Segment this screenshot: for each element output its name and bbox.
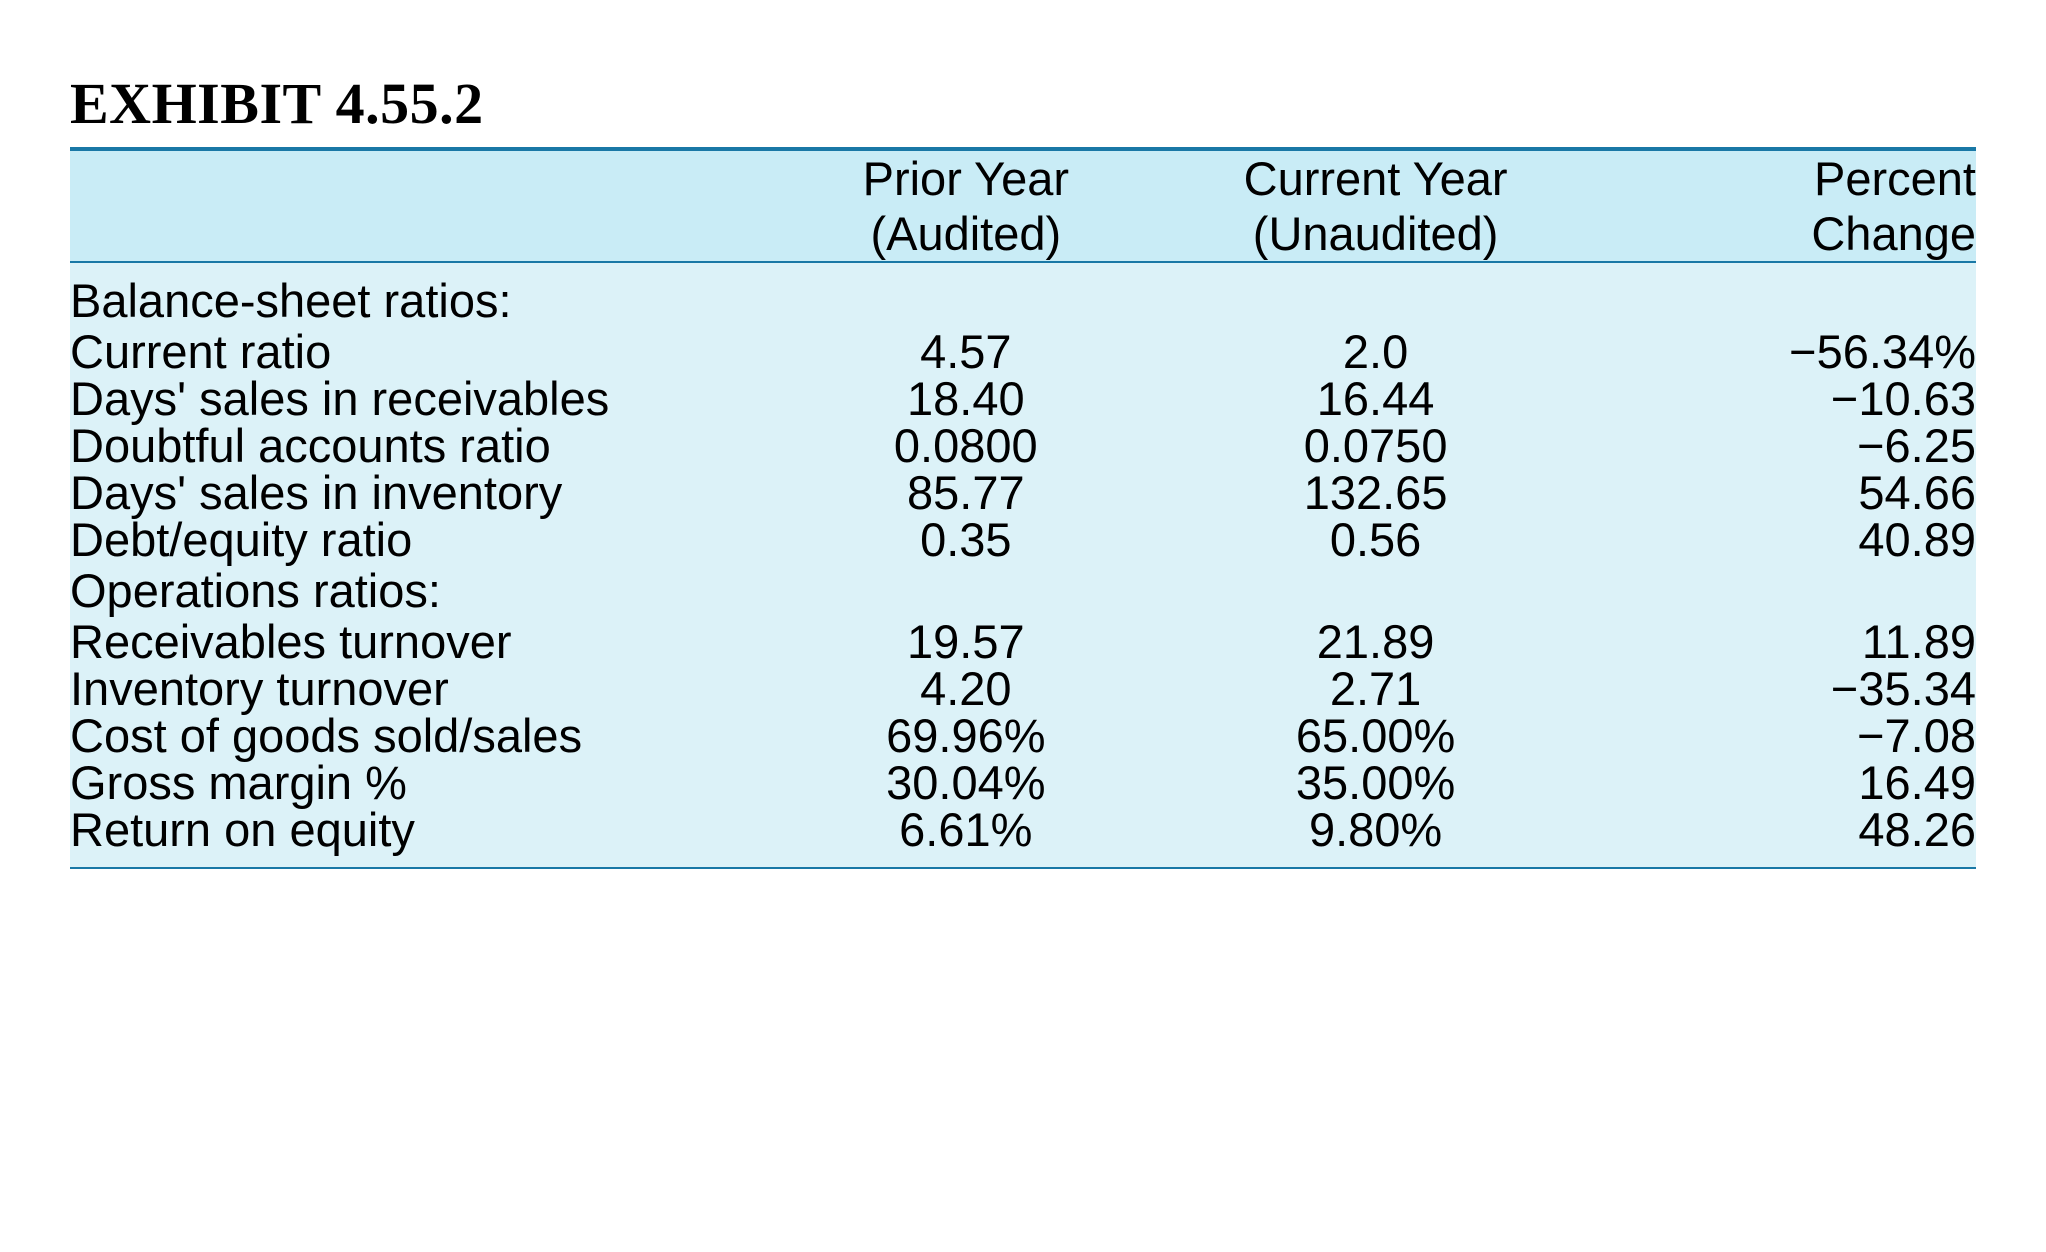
current-year-value: 35.00% xyxy=(1156,759,1594,806)
exhibit-title: EXHIBIT 4.55.2 xyxy=(70,70,1976,137)
header-current-line2: (Unaudited) xyxy=(1156,206,1594,261)
percent-change-value: 54.66 xyxy=(1595,469,1976,516)
current-year-value: 0.0750 xyxy=(1156,422,1594,469)
page: EXHIBIT 4.55.2 Prior Year Current Year P… xyxy=(0,0,2046,869)
table-row: Receivables turnover19.5721.89 11.89 xyxy=(70,618,1976,665)
ratio-label: Current ratio xyxy=(70,328,775,375)
table-row: Inventory turnover4.202.71 35.34 xyxy=(70,665,1976,712)
percent-change-value: 48.26 xyxy=(1595,806,1976,853)
header-change-line2: Change xyxy=(1595,206,1976,261)
ratio-table: Balance-sheet ratios:Current ratio4.572.… xyxy=(70,273,1976,853)
percent-change-text: 11.89 xyxy=(1862,615,1976,668)
prior-year-value: 4.57 xyxy=(775,328,1156,375)
prior-year-value: 85.77 xyxy=(775,469,1156,516)
percent-change-value: 7.08 xyxy=(1595,712,1976,759)
table-row: Cost of goods sold/sales69.96%65.00% 7.08 xyxy=(70,712,1976,759)
percent-change-text: 7.08 xyxy=(1857,709,1976,762)
percent-change-value: 6.25 xyxy=(1595,422,1976,469)
header-prior-line2: (Audited) xyxy=(775,206,1156,261)
header-current-line1: Current Year xyxy=(1156,151,1594,206)
percent-change-value: 16.49 xyxy=(1595,759,1976,806)
table-row: Gross margin %30.04%35.00% 16.49 xyxy=(70,759,1976,806)
ratio-label: Debt/equity ratio xyxy=(70,516,775,563)
prior-year-value: 30.04% xyxy=(775,759,1156,806)
percent-change-text: 48.26 xyxy=(1858,803,1976,856)
prior-year-value: 4.20 xyxy=(775,665,1156,712)
ratio-label: Receivables turnover xyxy=(70,618,775,665)
prior-year-value: 0.35 xyxy=(775,516,1156,563)
current-year-value: 132.65 xyxy=(1156,469,1594,516)
ratio-label: Doubtful accounts ratio xyxy=(70,422,775,469)
prior-year-value: 69.96% xyxy=(775,712,1156,759)
header-table: Prior Year Current Year Percent (Audited… xyxy=(70,151,1976,261)
bottom-rule xyxy=(70,867,1976,869)
current-year-value: 9.80% xyxy=(1156,806,1594,853)
current-year-value: 16.44 xyxy=(1156,375,1594,422)
header-row-1: Prior Year Current Year Percent xyxy=(70,151,1976,206)
ratio-label: Days' sales in inventory xyxy=(70,469,775,516)
prior-year-value: 0.0800 xyxy=(775,422,1156,469)
ratio-label: Cost of goods sold/sales xyxy=(70,712,775,759)
percent-change-text: 54.66 xyxy=(1858,466,1976,519)
prior-year-value: 18.40 xyxy=(775,375,1156,422)
header-blank2 xyxy=(70,206,775,261)
percent-change-text: 35.34 xyxy=(1831,662,1976,715)
header-change-line1: Percent xyxy=(1595,151,1976,206)
percent-change-value: 40.89 xyxy=(1595,516,1976,563)
prior-year-value: 6.61% xyxy=(775,806,1156,853)
section-label: Operations ratios: xyxy=(70,563,1976,618)
current-year-value: 65.00% xyxy=(1156,712,1594,759)
table-row: Current ratio4.572.0 56.34% xyxy=(70,328,1976,375)
table-row: Doubtful accounts ratio0.08000.0750 6.25 xyxy=(70,422,1976,469)
percent-change-value: 35.34 xyxy=(1595,665,1976,712)
section-row: Operations ratios: xyxy=(70,563,1976,618)
table-body-band: Balance-sheet ratios:Current ratio4.572.… xyxy=(70,263,1976,867)
table-row: Days' sales in receivables18.4016.44 10.6… xyxy=(70,375,1976,422)
ratio-label: Days' sales in receivables xyxy=(70,375,775,422)
header-row-2: (Audited) (Unaudited) Change xyxy=(70,206,1976,261)
percent-change-text: 10.63 xyxy=(1831,372,1976,425)
header-prior-line1: Prior Year xyxy=(775,151,1156,206)
ratio-label: Return on equity xyxy=(70,806,775,853)
table-row: Days' sales in inventory85.77132.65 54.66 xyxy=(70,469,1976,516)
current-year-value: 2.71 xyxy=(1156,665,1594,712)
percent-change-text: 6.25 xyxy=(1857,419,1976,472)
section-label: Balance-sheet ratios: xyxy=(70,273,1976,328)
ratio-label: Inventory turnover xyxy=(70,665,775,712)
percent-change-value: 11.89 xyxy=(1595,618,1976,665)
percent-change-text: 56.34% xyxy=(1789,325,1976,378)
header-blank xyxy=(70,151,775,206)
percent-change-value: 56.34% xyxy=(1595,328,1976,375)
section-row: Balance-sheet ratios: xyxy=(70,273,1976,328)
percent-change-text: 40.89 xyxy=(1858,513,1976,566)
percent-change-text: 16.49 xyxy=(1858,756,1976,809)
table-header-band: Prior Year Current Year Percent (Audited… xyxy=(70,151,1976,261)
ratio-label: Gross margin % xyxy=(70,759,775,806)
current-year-value: 2.0 xyxy=(1156,328,1594,375)
table-row: Debt/equity ratio0.350.56 40.89 xyxy=(70,516,1976,563)
current-year-value: 0.56 xyxy=(1156,516,1594,563)
percent-change-value: 10.63 xyxy=(1595,375,1976,422)
ratio-table-body: Balance-sheet ratios:Current ratio4.572.… xyxy=(70,273,1976,853)
prior-year-value: 19.57 xyxy=(775,618,1156,665)
table-row: Return on equity6.61%9.80% 48.26 xyxy=(70,806,1976,853)
current-year-value: 21.89 xyxy=(1156,618,1594,665)
